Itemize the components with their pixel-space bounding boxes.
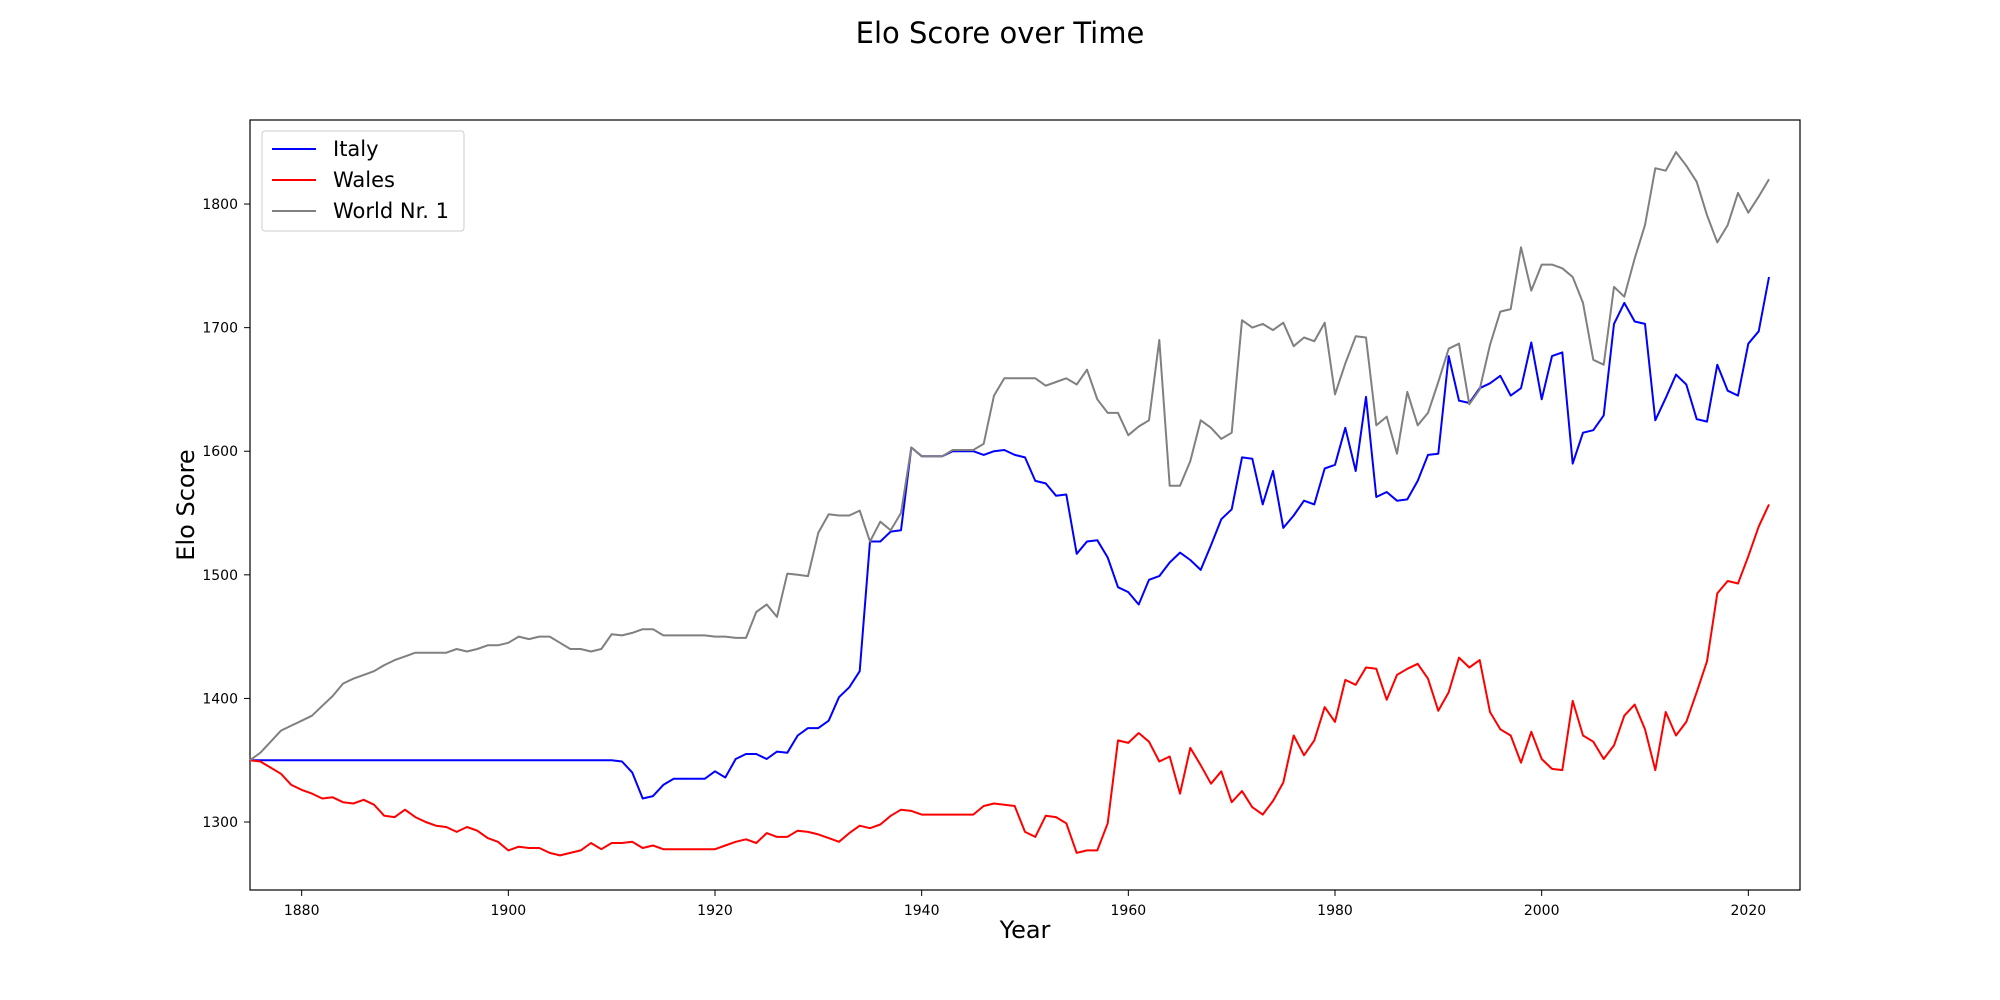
legend-box [261, 130, 465, 232]
x-tick-label: 2000 [1524, 903, 1560, 919]
x-axis-label: Year [999, 916, 1051, 944]
y-tick-label: 1400 [202, 691, 238, 707]
x-tick-label: 1960 [1111, 903, 1147, 919]
x-tick-label: 1980 [1317, 903, 1353, 919]
y-tick-label: 1700 [202, 321, 238, 337]
legend-label-wales: Wales [333, 168, 395, 192]
x-tick-label: 1900 [491, 903, 527, 919]
plot-frame [249, 119, 1801, 891]
y-tick-label: 1600 [202, 444, 238, 460]
series-line-wales [249, 503, 1770, 857]
legend-label-world-nr-1: World Nr. 1 [333, 199, 449, 223]
x-tick-label: 1920 [697, 903, 733, 919]
legend-label-italy: Italy [333, 137, 379, 161]
x-tick-label: 1880 [284, 903, 320, 919]
series-line-italy [250, 276, 1770, 800]
x-tick-label: 1940 [904, 903, 940, 919]
series-layer [249, 151, 1770, 857]
y-tick-label: 1500 [202, 568, 238, 584]
x-tick-label: 2020 [1731, 903, 1767, 919]
series-line-world-nr-1 [249, 151, 1770, 762]
y-axis-label: Elo Score [172, 449, 200, 560]
y-tick-label: 1800 [202, 197, 238, 213]
y-tick-label: 1300 [202, 815, 238, 831]
ticks-layer: 1880 1900 1920 1940 1960 1980 2000 2020 1300 1400… [202, 197, 1766, 919]
legend: Italy Wales World Nr. 1 [261, 130, 465, 232]
chart-title: Elo Score over Time [856, 16, 1145, 50]
plot-area [249, 119, 1801, 891]
